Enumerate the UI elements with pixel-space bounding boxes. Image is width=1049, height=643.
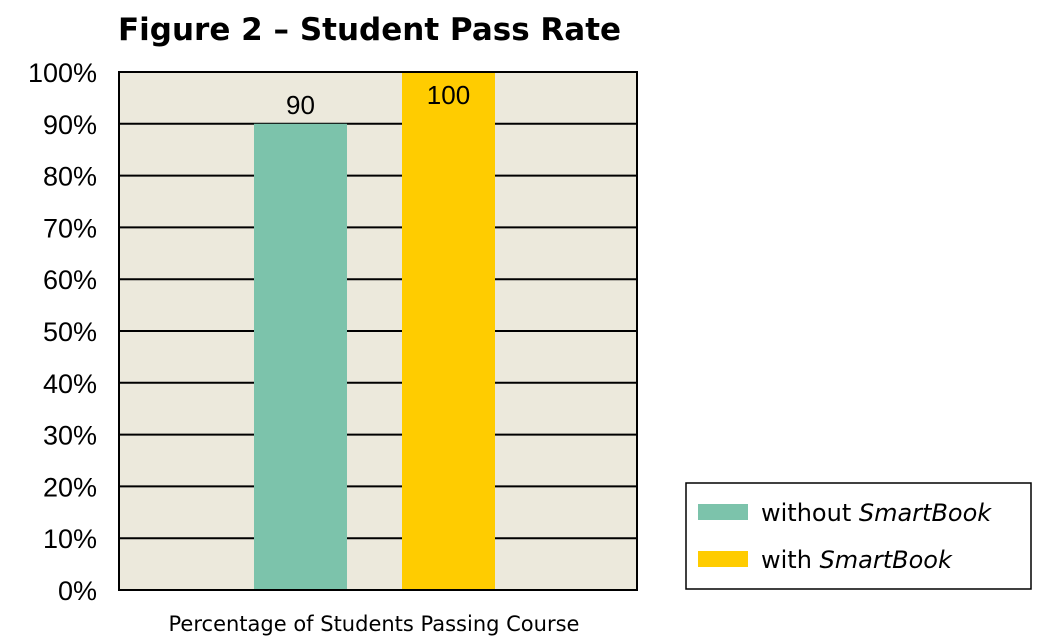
- x-axis-label: Percentage of Students Passing Course: [169, 612, 580, 636]
- legend-swatch: [698, 551, 748, 567]
- y-tick-label: 80%: [43, 162, 97, 192]
- plot-border: [118, 71, 638, 591]
- legend-swatch: [698, 504, 748, 520]
- y-tick-label: 50%: [43, 317, 97, 347]
- chart-title: Figure 2 – Student Pass Rate: [118, 12, 621, 48]
- bar-with-smartbook: [402, 72, 495, 590]
- y-axis: 0% 10% 20% 30% 40% 50% 60% 70% 80% 90% 100%: [28, 58, 97, 606]
- y-tick-label: 0%: [58, 576, 97, 606]
- y-tick-label: 10%: [43, 524, 97, 554]
- data-label: 100: [427, 80, 470, 110]
- data-label: 90: [286, 90, 315, 120]
- bar-without-smartbook: [254, 123, 347, 591]
- bars: [254, 72, 495, 591]
- legend-label: with SmartBook: [761, 546, 953, 574]
- y-tick-label: 30%: [43, 421, 97, 451]
- y-tick-label: 40%: [43, 369, 97, 399]
- y-tick-label: 70%: [43, 213, 97, 243]
- data-labels: 90 100: [286, 80, 470, 120]
- y-tick-label: 20%: [43, 472, 97, 502]
- gridlines: [119, 122, 637, 540]
- legend-box: [685, 482, 1032, 590]
- y-tick-label: 60%: [43, 265, 97, 295]
- y-tick-label: 90%: [43, 110, 97, 140]
- legend-label: without SmartBook: [761, 499, 992, 527]
- y-tick-label: 100%: [28, 58, 97, 88]
- legend: without SmartBook with SmartBook: [685, 482, 1032, 590]
